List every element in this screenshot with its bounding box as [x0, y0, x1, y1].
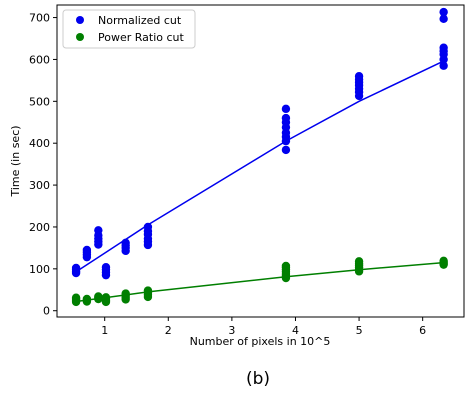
legend-label-power-ratio-cut: Power Ratio cut: [98, 31, 185, 44]
y-tick-label: 700: [29, 12, 50, 25]
x-axis-label: Number of pixels in 10^5: [190, 335, 331, 348]
data-point-normalized-cut: [94, 226, 103, 235]
y-axis-label: Time (in sec): [9, 125, 22, 197]
data-point-normalized-cut: [82, 245, 92, 255]
data-point-power-ratio-cut: [281, 261, 291, 271]
data-point-normalized-cut: [101, 262, 111, 272]
data-point-normalized-cut: [354, 71, 364, 81]
x-tick-label: 3: [228, 324, 235, 337]
data-point-normalized-cut: [439, 7, 448, 17]
data-point-power-ratio-cut: [439, 256, 448, 266]
data-point-normalized-cut: [281, 113, 291, 123]
data-point-power-ratio-cut: [143, 286, 153, 295]
x-tick-label: 1: [101, 324, 108, 337]
y-tick-label: 200: [29, 221, 50, 234]
x-tick-label: 5: [356, 324, 363, 337]
y-tick-label: 400: [29, 137, 50, 150]
data-point-normalized-cut: [439, 61, 448, 70]
y-tick-label: 600: [29, 53, 50, 66]
fit-line-normalized-cut: [75, 60, 444, 273]
series-power-ratio-cut: [71, 256, 448, 307]
y-tick-label: 300: [29, 179, 50, 192]
data-point-power-ratio-cut: [354, 257, 364, 266]
fit-line-power-ratio-cut: [76, 261, 444, 303]
data-point-power-ratio-cut: [71, 293, 81, 302]
data-point-normalized-cut: [439, 14, 448, 24]
figure-caption: (b): [246, 369, 270, 389]
plot-frame: [56, 4, 465, 318]
legend-label-normalized-cut: Normalized cut: [98, 14, 182, 27]
x-tick-label: 6: [419, 324, 426, 337]
y-tick-label: 500: [29, 95, 50, 108]
legend-marker-power-ratio-cut: [76, 33, 84, 41]
x-tick-label: 2: [165, 324, 172, 337]
data-point-normalized-cut: [281, 104, 291, 114]
y-tick-label: 100: [29, 263, 50, 276]
plot-area: [71, 7, 448, 307]
x-tick-label: 4: [292, 324, 299, 337]
data-point-normalized-cut: [281, 145, 291, 155]
x-axis: 1 2 3 4 5 6: [101, 317, 426, 337]
legend-box: [62, 9, 196, 49]
data-point-normalized-cut: [439, 43, 448, 52]
legend: Normalized cut Power Ratio cut: [62, 9, 196, 49]
y-axis: 0 100 200 300 400 500 600 700: [29, 12, 57, 318]
data-point-normalized-cut: [143, 222, 153, 232]
series-normalized-cut: [71, 7, 448, 280]
y-tick-label: 0: [43, 305, 50, 318]
legend-marker-normalized-cut: [76, 16, 84, 24]
data-point-power-ratio-cut: [121, 289, 130, 298]
